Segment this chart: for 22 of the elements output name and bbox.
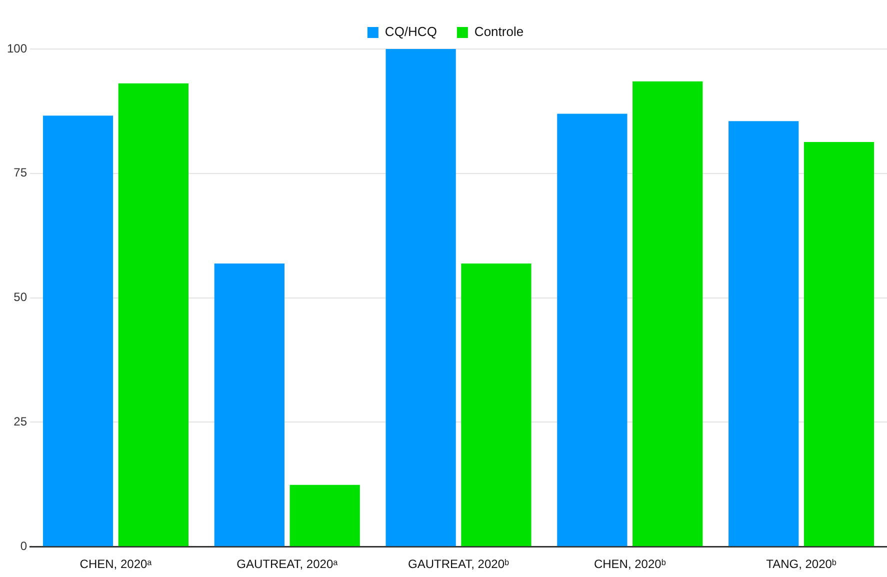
y-tick-label: 75: [14, 166, 28, 180]
y-tick-label: 0: [20, 538, 28, 553]
bar: [804, 142, 874, 546]
x-tick-label: TANG, 2020ᵇ: [766, 557, 837, 572]
bar: [118, 83, 188, 546]
bar: [557, 114, 628, 546]
legend-label: Controle: [474, 24, 524, 40]
bar: [214, 263, 284, 546]
legend-label: CQ/HCQ: [384, 24, 437, 40]
x-tick-label: CHEN, 2020ᵇ: [594, 557, 666, 572]
y-tick-label: 100: [6, 41, 28, 56]
bar: [461, 263, 532, 546]
bar: [42, 116, 114, 546]
y-tick-label: 50: [14, 290, 28, 304]
x-tick-label: GAUTREAT, 2020ᵃ: [236, 557, 338, 572]
bar: [290, 484, 360, 546]
x-tick-label: GAUTREAT, 2020ᵇ: [408, 557, 510, 572]
bar: [386, 49, 456, 546]
y-tick-label: 25: [14, 414, 28, 429]
x-tick-label: CHEN, 2020ᵃ: [80, 557, 152, 572]
bar: [632, 81, 703, 546]
bar: [728, 121, 799, 546]
